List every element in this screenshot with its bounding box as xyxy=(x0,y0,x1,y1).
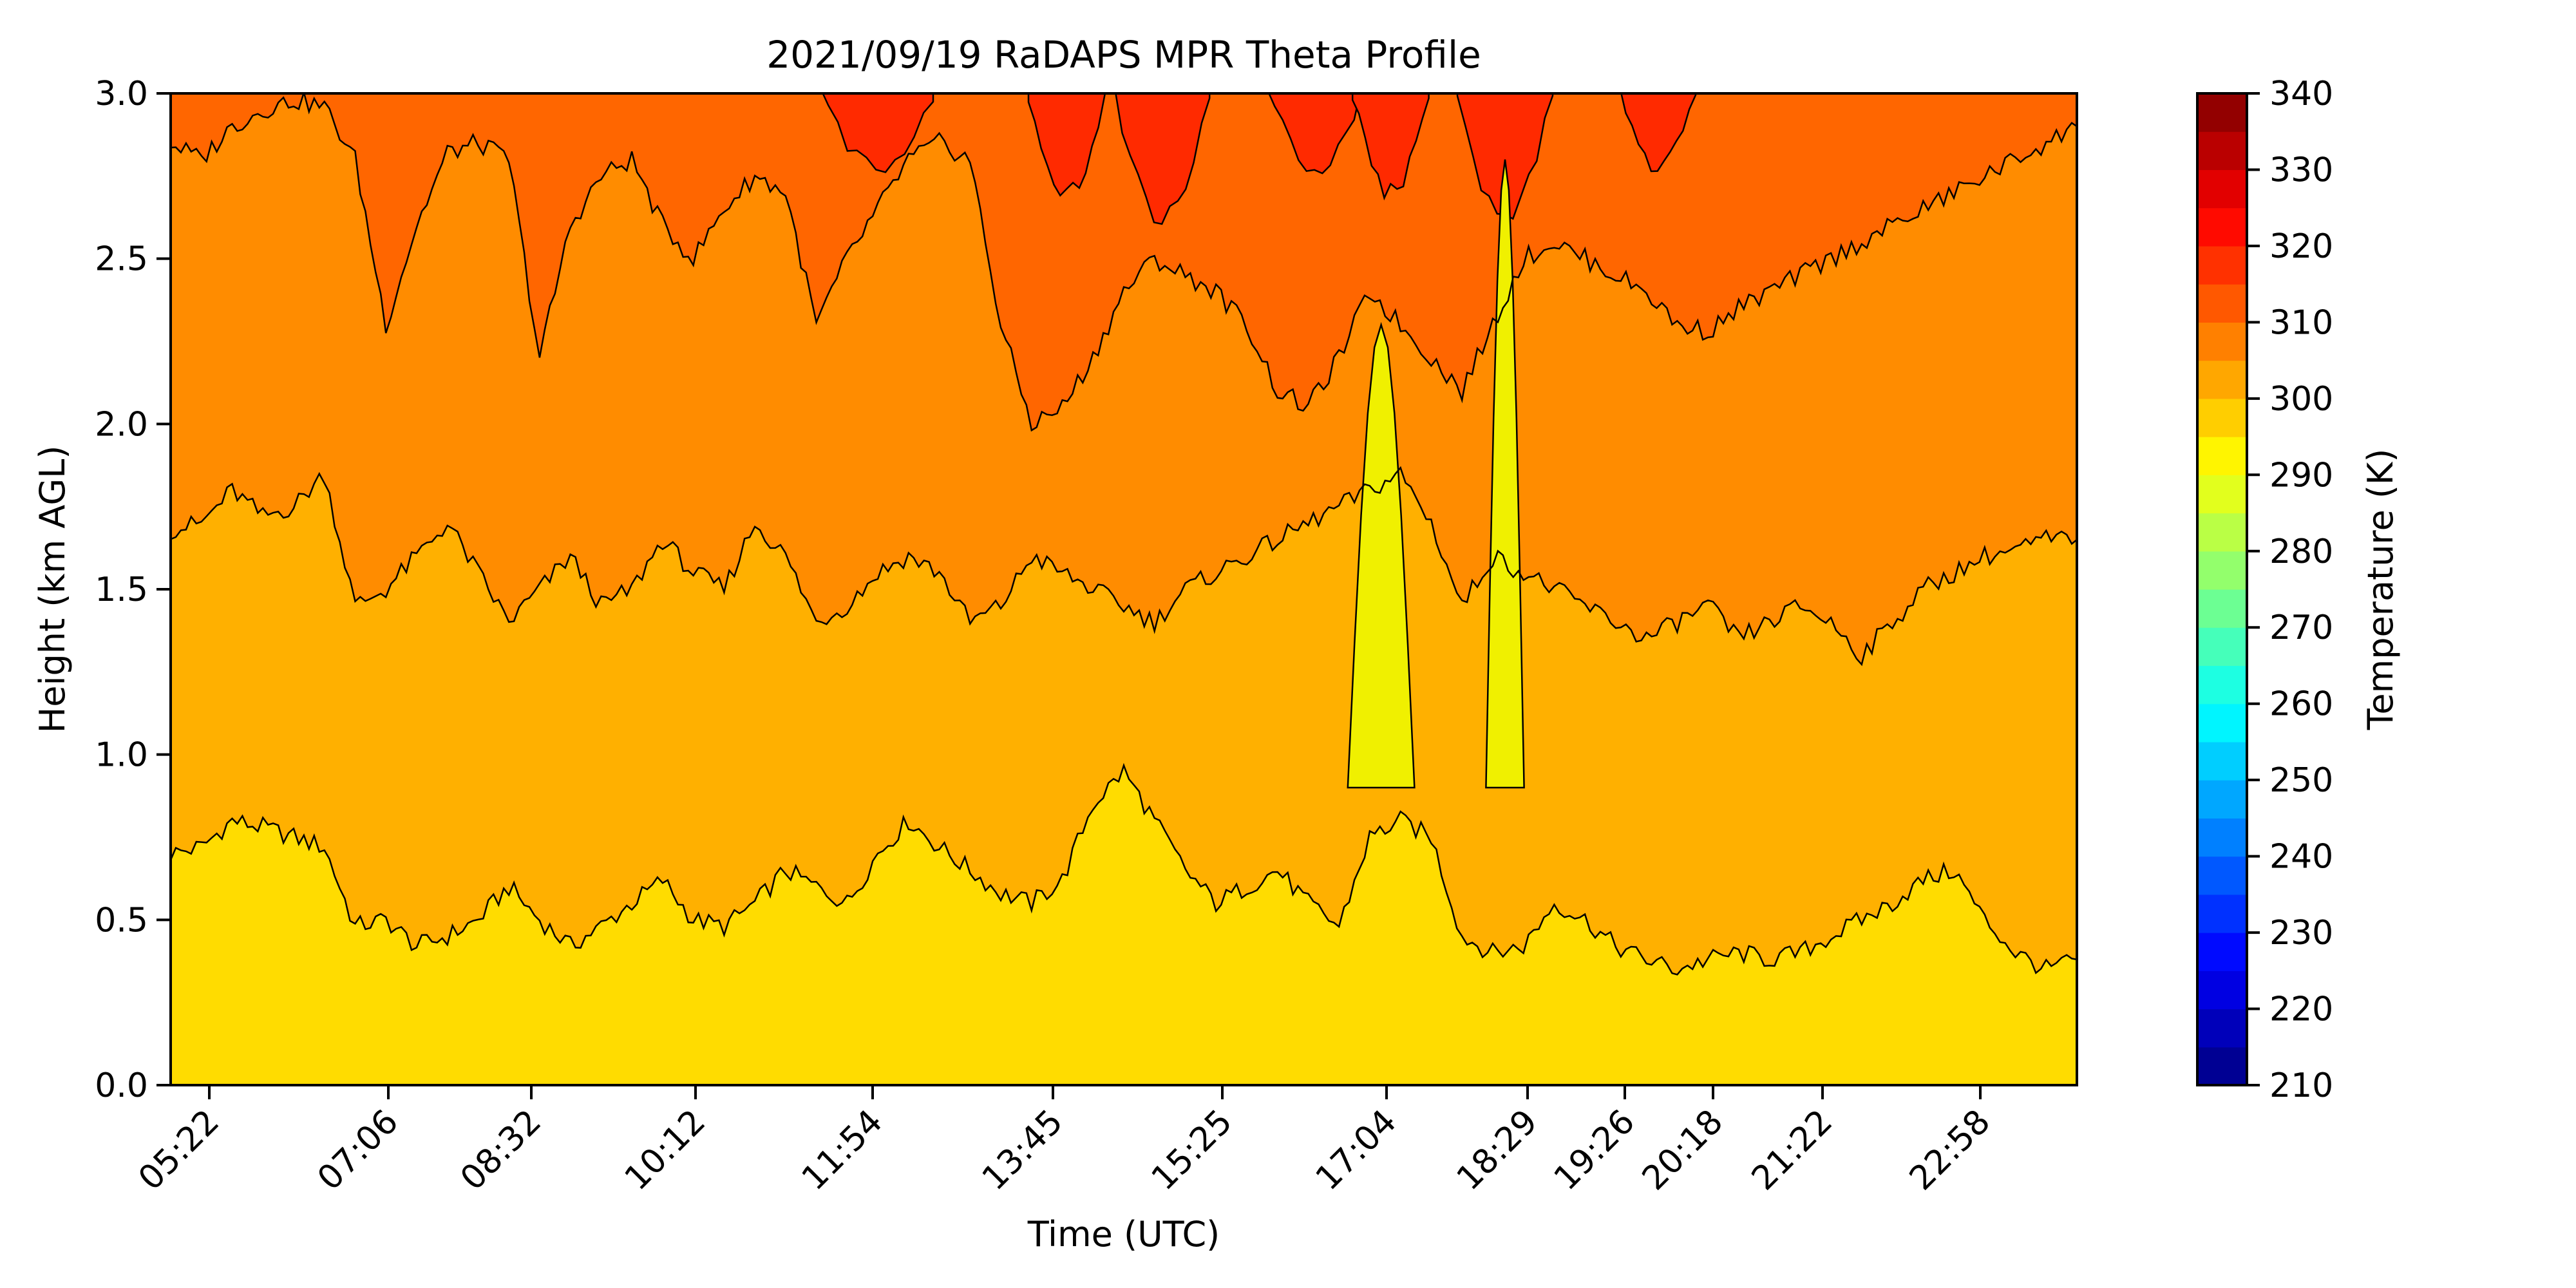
x-tick-label: 13:45 xyxy=(975,1103,1070,1198)
colorbar-tick-label: 290 xyxy=(2269,456,2333,495)
colorbar-ticks: 210 220 230 240 250 260 270 280 290 300 310 320 330 3… xyxy=(2247,75,2333,1105)
x-axis-label: Time (UTC) xyxy=(1027,1214,1220,1255)
x-tick-label: 17:04 xyxy=(1309,1103,1404,1198)
colorbar-tick-label: 340 xyxy=(2269,75,2333,113)
y-axis-label: Height (km AGL) xyxy=(32,446,73,734)
y-tick-label: 1.0 xyxy=(95,736,148,775)
colorbar-tick-label: 260 xyxy=(2269,685,2333,724)
colorbar-tick-label: 220 xyxy=(2269,990,2333,1029)
x-tick-label: 19:26 xyxy=(1547,1103,1642,1198)
band-290-295 xyxy=(1347,321,1416,789)
band-310-315 xyxy=(171,93,2077,431)
x-tick-label: 08:32 xyxy=(453,1103,549,1198)
contour-bands xyxy=(171,93,2077,1085)
band-290-295 xyxy=(1485,159,1525,789)
chart-title: 2021/09/19 RaDAPS MPR Theta Profile xyxy=(766,33,1481,77)
x-tick-label: 11:54 xyxy=(795,1103,890,1198)
colorbar xyxy=(2197,93,2247,1086)
colorbar-segment xyxy=(2197,818,2247,857)
contour-lines xyxy=(171,93,2077,976)
colorbar-tick-label: 240 xyxy=(2269,838,2333,876)
colorbar-segment xyxy=(2197,437,2247,475)
colorbar-segment xyxy=(2197,627,2247,667)
y-tick-label: 0.0 xyxy=(95,1066,148,1105)
colorbar-segment xyxy=(2197,971,2247,1010)
colorbar-segment xyxy=(2197,322,2247,361)
y-tick-label: 3.0 xyxy=(95,75,148,113)
colorbar-label: Temperature (K) xyxy=(2360,449,2401,731)
band-315-320 xyxy=(1113,93,1211,225)
x-tick-label: 21:22 xyxy=(1745,1103,1840,1198)
band-315-320 xyxy=(1351,93,1430,201)
x-tick-label: 10:12 xyxy=(618,1103,713,1198)
colorbar-tick-label: 300 xyxy=(2269,380,2333,419)
colorbar-segment xyxy=(2197,207,2247,247)
contour-line-310K xyxy=(171,93,2077,432)
colorbar-segment xyxy=(2197,360,2247,399)
colorbar-segment xyxy=(2197,245,2247,285)
x-tick-label: 20:18 xyxy=(1635,1103,1730,1198)
colorbar-segment xyxy=(2197,665,2247,705)
band-315-320 xyxy=(1027,93,1106,197)
x-tick-label: 22:58 xyxy=(1902,1103,1998,1198)
colorbar-tick-label: 210 xyxy=(2269,1066,2333,1105)
colorbar-segment xyxy=(2197,1009,2247,1048)
x-tick-label: 05:22 xyxy=(131,1103,227,1198)
y-tick-label: 2.5 xyxy=(95,240,148,279)
x-axis-ticks: 05:22 07:06 08:32 10:12 11:54 13:45 15:25 17:04… xyxy=(131,1085,1998,1198)
colorbar-tick-label: 330 xyxy=(2269,151,2333,189)
x-tick-label: 18:29 xyxy=(1450,1103,1545,1198)
band-315-320 xyxy=(1618,93,1697,173)
y-tick-label: 2.0 xyxy=(95,405,148,444)
y-tick-label: 1.5 xyxy=(95,571,148,609)
colorbar-segment xyxy=(2197,856,2247,895)
x-tick-label: 15:25 xyxy=(1144,1103,1240,1198)
x-tick-label: 07:06 xyxy=(310,1103,406,1198)
colorbar-segment xyxy=(2197,398,2247,437)
colorbar-segment xyxy=(2197,703,2247,743)
colorbar-segment xyxy=(2197,741,2247,781)
colorbar-segment xyxy=(2197,780,2247,819)
colorbar-segment xyxy=(2197,589,2247,628)
y-tick-label: 0.5 xyxy=(95,901,148,940)
colorbar-segment xyxy=(2197,131,2247,171)
colorbar-segment xyxy=(2197,894,2247,933)
colorbar-segment xyxy=(2197,933,2247,971)
colorbar-tick-label: 230 xyxy=(2269,914,2333,952)
colorbar-frame xyxy=(2196,92,2248,1086)
contour-line-300K xyxy=(171,762,2077,976)
colorbar-segment xyxy=(2197,284,2247,323)
colorbar-tick-label: 250 xyxy=(2269,761,2333,800)
colorbar-segment xyxy=(2197,93,2247,132)
colorbar-segment xyxy=(2197,475,2247,514)
colorbar-tick-label: 280 xyxy=(2269,533,2333,571)
colorbar-tick-label: 320 xyxy=(2269,227,2333,266)
colorbar-segment xyxy=(2197,513,2247,552)
colorbar-segment xyxy=(2197,169,2247,209)
y-axis-ticks: 0.0 0.5 1.0 1.5 2.0 2.5 3.0 xyxy=(95,75,171,1105)
contour-line-305K xyxy=(171,466,2077,667)
colorbar-tick-label: 310 xyxy=(2269,303,2333,342)
colorbar-segment xyxy=(2197,1046,2247,1086)
colorbar-tick-label: 270 xyxy=(2269,609,2333,647)
band-315-320 xyxy=(818,93,934,173)
plot-area xyxy=(171,93,2077,1085)
colorbar-segment xyxy=(2197,551,2247,590)
